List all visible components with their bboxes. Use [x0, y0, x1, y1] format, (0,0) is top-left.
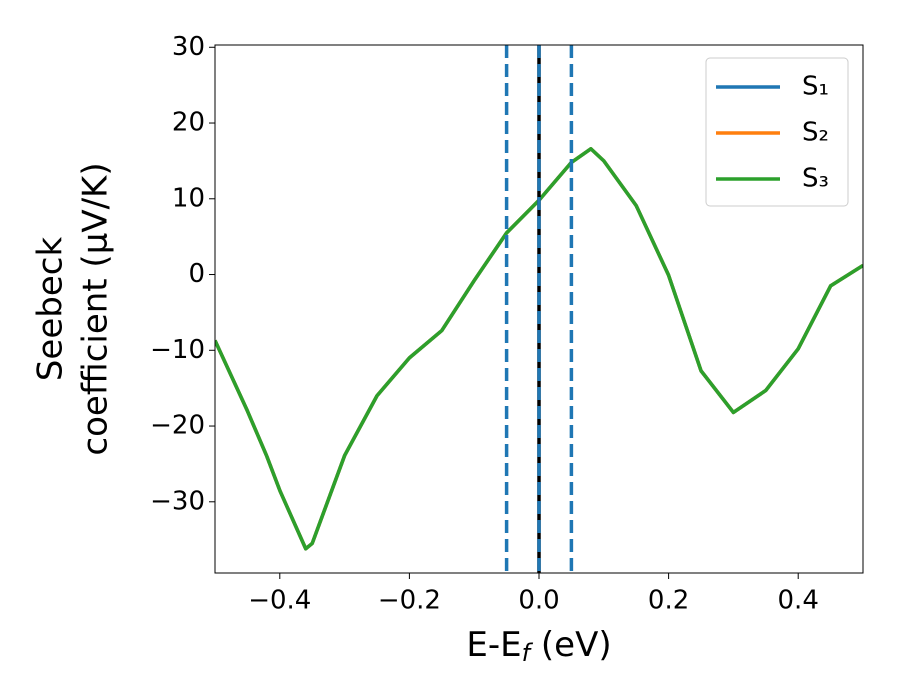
y-tick-label: −30	[150, 486, 205, 516]
x-tick-label: 0.2	[648, 586, 689, 616]
y-tick-label: −10	[150, 335, 205, 365]
plot-area	[215, 45, 863, 573]
x-tick-label: −0.4	[248, 586, 311, 616]
legend-label: S₁	[802, 72, 829, 102]
x-tick-label: 0.0	[518, 586, 559, 616]
legend-label: S₃	[802, 164, 829, 194]
y-tick-label: −20	[150, 411, 205, 441]
y-tick-label: 10	[172, 183, 205, 213]
y-tick-label: 20	[172, 108, 205, 138]
x-axis-label: E-Ef (eV)	[466, 625, 611, 668]
x-tick-label: −0.2	[378, 586, 441, 616]
y-label-line: Seebeck	[31, 237, 71, 382]
y-label-line: coefficient (μV/K)	[76, 162, 116, 455]
plot-frame	[214, 44, 864, 574]
y-tick-label: 0	[188, 259, 205, 289]
line-series	[215, 147, 863, 551]
legend: S₁ S₂ S₃	[705, 57, 849, 207]
legend-label: S₂	[802, 118, 829, 148]
y-axis-label: Seebeck coefficient (μV/K)	[31, 162, 116, 455]
y-tick-label: 30	[172, 32, 205, 62]
x-tick-label: 0.4	[778, 586, 819, 616]
